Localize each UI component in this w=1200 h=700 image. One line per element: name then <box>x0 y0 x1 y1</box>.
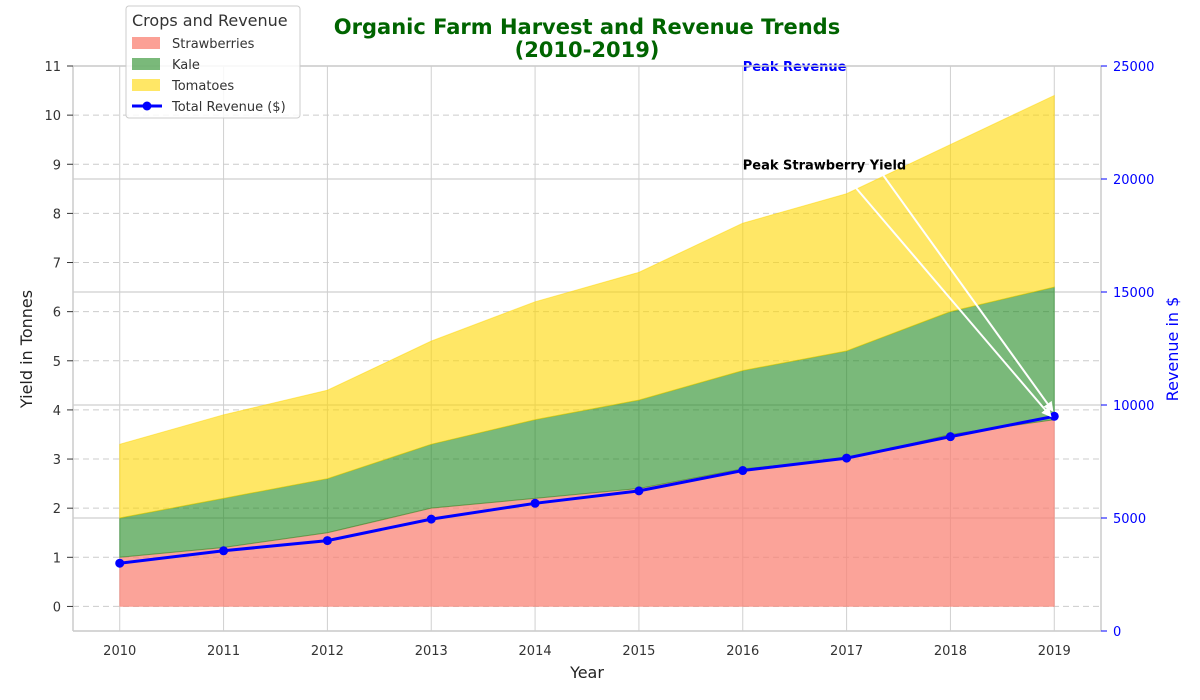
right-y-tick-label: 0 <box>1113 625 1121 640</box>
right-y-tick-label: 25000 <box>1113 60 1154 75</box>
annotations: Peak Strawberry Yield Peak Revenue <box>743 60 1054 418</box>
x-tick-label: 2012 <box>311 644 344 659</box>
y-tick-label: 0 <box>53 600 61 615</box>
legend: Crops and Revenue Strawberries Kale Toma… <box>125 5 301 119</box>
legend-swatch-kale <box>132 58 160 70</box>
chart-title-line-1: Organic Farm Harvest and Revenue Trends <box>334 15 840 39</box>
area-tomatoes <box>119 94 1055 519</box>
right-y-axis-label: Revenue in $ <box>1163 297 1182 402</box>
axes: 0 1 2 3 4 5 6 7 8 9 10 11 0 5000 10000 15000 20000 25000 2… <box>44 60 1154 659</box>
revenue-point <box>322 536 332 546</box>
annotation-peak-strawberry-yield: Peak Strawberry Yield <box>743 158 906 173</box>
right-y-tick-label: 20000 <box>1113 173 1154 188</box>
revenue-point <box>1049 411 1059 421</box>
annotation-arrow-revenue <box>877 167 1054 412</box>
y-axis-label: Yield in Tonnes <box>17 290 36 409</box>
x-tick-label: 2013 <box>415 644 448 659</box>
revenue-line-layer <box>115 411 1059 568</box>
annotation-peak-revenue: Peak Revenue <box>743 60 847 75</box>
y-tick-label: 5 <box>53 355 61 370</box>
y-tick-label: 2 <box>53 502 61 517</box>
revenue-point <box>426 514 436 524</box>
x-tick-label: 2014 <box>519 644 552 659</box>
y-tick-label: 1 <box>53 551 61 566</box>
revenue-point <box>115 558 125 568</box>
x-tick-label: 2017 <box>830 644 863 659</box>
legend-marker-revenue <box>142 101 152 111</box>
y-tick-label: 4 <box>53 404 61 419</box>
right-y-tick-label: 15000 <box>1113 286 1154 301</box>
legend-label-tomatoes: Tomatoes <box>171 79 234 94</box>
legend-swatch-tomatoes <box>132 79 160 91</box>
y-tick-label: 10 <box>44 109 61 124</box>
y-tick-label: 11 <box>44 60 61 75</box>
stacked-areas <box>119 94 1055 607</box>
revenue-point <box>219 546 229 556</box>
x-axis-label: Year <box>569 663 604 682</box>
x-tick-label: 2019 <box>1038 644 1071 659</box>
y-tick-label: 7 <box>53 257 61 272</box>
revenue-line <box>119 414 1055 565</box>
x-tick-label: 2011 <box>207 644 240 659</box>
legend-label-strawberries: Strawberries <box>172 37 255 52</box>
x-tick-label: 2015 <box>622 644 655 659</box>
y-tick-label: 9 <box>53 158 61 173</box>
y-tick-label: 8 <box>53 207 61 222</box>
right-y-tick-label: 10000 <box>1113 399 1154 414</box>
x-tick-label: 2010 <box>103 644 136 659</box>
y-tick-label: 6 <box>53 306 61 321</box>
revenue-point <box>530 498 540 508</box>
legend-title: Crops and Revenue <box>132 11 288 30</box>
x-tick-label: 2018 <box>934 644 967 659</box>
revenue-point <box>634 486 644 496</box>
annotation-arrow-strawberry <box>855 187 1052 418</box>
revenue-point <box>842 453 852 463</box>
x-tick-label: 2016 <box>726 644 759 659</box>
legend-label-kale: Kale <box>172 58 200 73</box>
legend-box <box>125 5 301 119</box>
revenue-point <box>738 466 748 476</box>
y-tick-label: 3 <box>53 453 61 468</box>
legend-label-revenue: Total Revenue ($) <box>171 100 286 115</box>
right-y-tick-label: 5000 <box>1113 512 1146 527</box>
legend-swatch-strawberries <box>132 37 160 49</box>
chart-title-line-2: (2010-2019) <box>515 38 660 62</box>
revenue-point <box>945 432 955 442</box>
